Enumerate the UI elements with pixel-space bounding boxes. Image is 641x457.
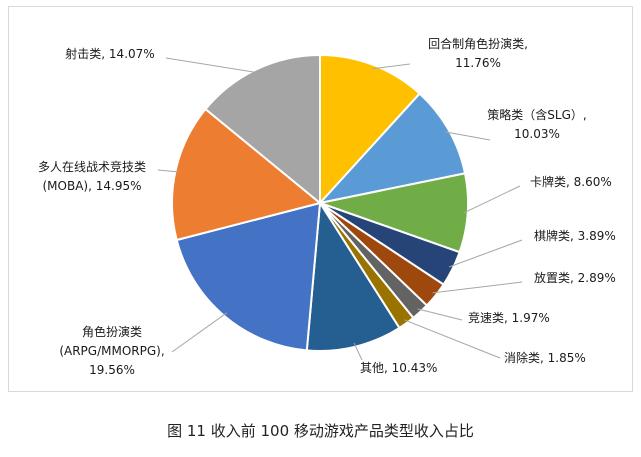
leader-line xyxy=(171,312,228,353)
slice-label-line: 放置类, 2.89% xyxy=(534,270,616,285)
slice-label-line: 回合制角色扮演类, xyxy=(428,36,528,51)
slice-label: 消除类, 1.85% xyxy=(504,350,586,365)
leader-line xyxy=(371,63,411,70)
slice-label-line: 棋牌类, 3.89% xyxy=(534,229,616,243)
slice-label-line: 消除类, 1.85% xyxy=(504,350,586,365)
slice-label: 放置类, 2.89% xyxy=(534,270,616,285)
slice-label-line: 多人在线战术竞技类 xyxy=(38,160,146,174)
slice-label: 角色扮演类 (ARPG/MMORPG), 19.56% xyxy=(59,324,164,377)
slice-label-line: 卡牌类, 8.60% xyxy=(530,175,612,189)
leader-line xyxy=(463,185,521,214)
leader-line xyxy=(157,169,180,173)
pie-slice xyxy=(171,107,323,242)
slice-label-line: 10.03% xyxy=(514,127,560,141)
leader-line xyxy=(417,308,463,321)
chart-frame xyxy=(8,6,633,392)
pie-slice xyxy=(317,92,467,205)
slice-label: 其他, 10.43% xyxy=(360,361,437,375)
leader-line xyxy=(165,57,259,74)
leader-line xyxy=(353,342,363,361)
pie-slice xyxy=(305,199,401,352)
slice-label: 卡牌类, 8.60% xyxy=(530,175,612,189)
slice-label-line: (MOBA), 14.95% xyxy=(43,179,142,193)
leader-line xyxy=(404,319,501,359)
slice-label: 竞速类, 1.97% xyxy=(468,311,550,325)
leader-line xyxy=(432,281,523,294)
slice-label-line: 策略类（含SLG）, xyxy=(487,107,586,122)
slice-label: 多人在线战术竞技类 (MOBA), 14.95% xyxy=(38,160,146,193)
slice-label: 棋牌类, 3.89% xyxy=(534,229,616,243)
slice-label-line: 竞速类, 1.97% xyxy=(468,311,550,325)
leader-line xyxy=(445,131,491,141)
slice-label: 回合制角色扮演类, 11.76% xyxy=(428,36,528,70)
slice-label: 射击类, 14.07% xyxy=(65,46,154,61)
slice-label-line: 角色扮演类 xyxy=(82,324,142,339)
slice-label-line: 11.76% xyxy=(455,56,501,70)
slice-label: 策略类（含SLG）, 10.03% xyxy=(487,107,586,141)
figure-caption: 图 11 收入前 100 移动游戏产品类型收入占比 xyxy=(167,422,474,440)
leader-line xyxy=(448,239,523,268)
pie-slice xyxy=(175,201,322,352)
pie-slice xyxy=(204,53,321,206)
slice-label-line: (ARPG/MMORPG), xyxy=(59,344,164,358)
pie-slice xyxy=(319,53,422,206)
slice-label-line: 其他, 10.43% xyxy=(360,361,437,375)
pie-chart: 回合制角色扮演类, 11.76% 策略类（含SLG）, 10.03% 卡牌类, 8.60… xyxy=(38,36,616,377)
slice-label-line: 射击类, 14.07% xyxy=(65,46,154,61)
slice-label-line: 19.56% xyxy=(89,363,135,377)
